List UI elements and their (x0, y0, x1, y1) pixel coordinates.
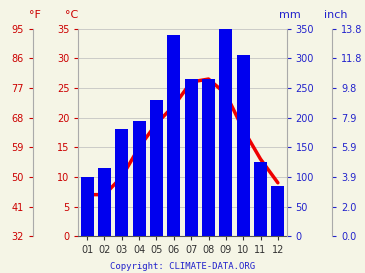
Text: °C: °C (65, 10, 78, 20)
Bar (132, 121, 146, 236)
Text: inch: inch (324, 10, 347, 20)
Bar (167, 35, 180, 236)
Bar (202, 79, 215, 236)
Bar (150, 100, 163, 236)
Bar (271, 186, 284, 236)
Bar (237, 55, 250, 236)
Bar (219, 26, 233, 236)
Bar (81, 177, 94, 236)
Bar (115, 129, 128, 236)
Text: Copyright: CLIMATE-DATA.ORG: Copyright: CLIMATE-DATA.ORG (110, 262, 255, 271)
Bar (254, 162, 267, 236)
Bar (98, 168, 111, 236)
Text: mm: mm (279, 10, 301, 20)
Text: °F: °F (29, 10, 41, 20)
Bar (185, 79, 198, 236)
